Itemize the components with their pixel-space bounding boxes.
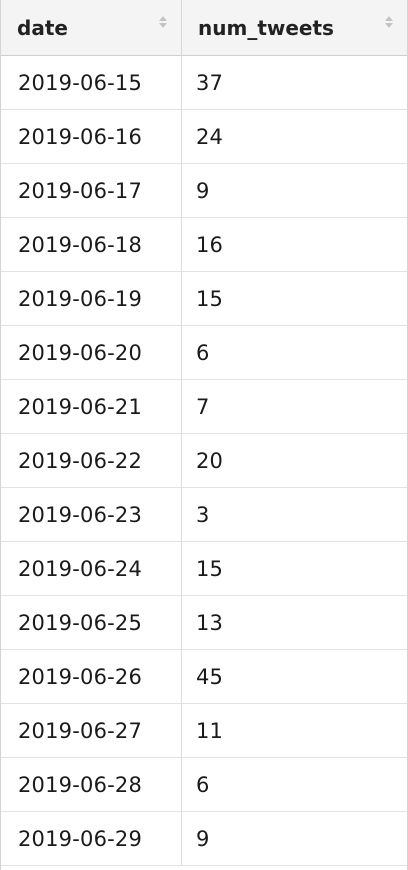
cell-date: 2019-06-29 xyxy=(1,812,182,866)
cell-date: 2019-06-22 xyxy=(1,434,182,488)
cell-num-tweets: 3 xyxy=(196,503,210,527)
table-row: 2019-06-27 11 xyxy=(1,704,407,758)
cell-num-tweets: 15 xyxy=(196,557,224,581)
cell-date: 2019-06-26 xyxy=(1,650,182,704)
sort-descending-icon xyxy=(385,23,393,28)
cell-num-tweets: 20 xyxy=(196,449,224,473)
table-row: 2019-06-24 15 xyxy=(1,542,407,596)
cell-date: 2019-06-15 xyxy=(1,56,182,110)
cell-num-tweets: 11 xyxy=(196,719,224,743)
table-row: 2019-06-18 16 xyxy=(1,218,407,272)
cell-date: 2019-06-23 xyxy=(1,488,182,542)
cell-date: 2019-06-18 xyxy=(1,218,182,272)
table-row: 2019-06-20 6 xyxy=(1,326,407,380)
cell-date: 2019-06-21 xyxy=(1,380,182,434)
table-row: 2019-06-15 37 xyxy=(1,56,407,110)
column-header-num-tweets[interactable]: num_tweets xyxy=(182,0,407,56)
cell-num-tweets: 6 xyxy=(196,341,210,365)
cell-num-tweets: 45 xyxy=(196,665,224,689)
cell-date: 2019-06-19 xyxy=(1,272,182,326)
cell-date: 2019-06-16 xyxy=(1,110,182,164)
cell-date: 2019-06-20 xyxy=(1,326,182,380)
cell-date: 2019-06-17 xyxy=(1,164,182,218)
table-row: 2019-06-28 6 xyxy=(1,758,407,812)
table-row: 2019-06-29 9 xyxy=(1,812,407,866)
column-header-label: num_tweets xyxy=(198,16,334,40)
cell-num-tweets: 37 xyxy=(196,71,224,95)
cell-date: 2019-06-24 xyxy=(1,542,182,596)
cell-num-tweets: 24 xyxy=(196,125,224,149)
table-header: date num_tweets xyxy=(1,0,407,56)
cell-num-tweets: 13 xyxy=(196,611,224,635)
sort-icon[interactable] xyxy=(383,12,395,32)
sort-icon[interactable] xyxy=(157,12,169,32)
column-header-date[interactable]: date xyxy=(1,0,182,56)
table-row: 2019-06-21 7 xyxy=(1,380,407,434)
cell-num-tweets: 6 xyxy=(196,773,210,797)
table-row: 2019-06-17 9 xyxy=(1,164,407,218)
sort-ascending-icon xyxy=(385,16,393,21)
table-row: 2019-06-16 24 xyxy=(1,110,407,164)
cell-num-tweets: 9 xyxy=(196,827,210,851)
cell-num-tweets: 9 xyxy=(196,179,210,203)
table-row: 2019-06-23 3 xyxy=(1,488,407,542)
table-body: 2019-06-15 37 2019-06-16 24 2019-06-17 9… xyxy=(1,56,407,866)
sort-ascending-icon xyxy=(159,16,167,21)
column-header-label: date xyxy=(17,16,68,40)
cell-num-tweets: 16 xyxy=(196,233,224,257)
table-row: 2019-06-25 13 xyxy=(1,596,407,650)
cell-date: 2019-06-28 xyxy=(1,758,182,812)
cell-num-tweets: 15 xyxy=(196,287,224,311)
cell-date: 2019-06-27 xyxy=(1,704,182,758)
sort-descending-icon xyxy=(159,23,167,28)
table-row: 2019-06-26 45 xyxy=(1,650,407,704)
cell-num-tweets: 7 xyxy=(196,395,210,419)
table-row: 2019-06-22 20 xyxy=(1,434,407,488)
cell-date: 2019-06-25 xyxy=(1,596,182,650)
table-row: 2019-06-19 15 xyxy=(1,272,407,326)
